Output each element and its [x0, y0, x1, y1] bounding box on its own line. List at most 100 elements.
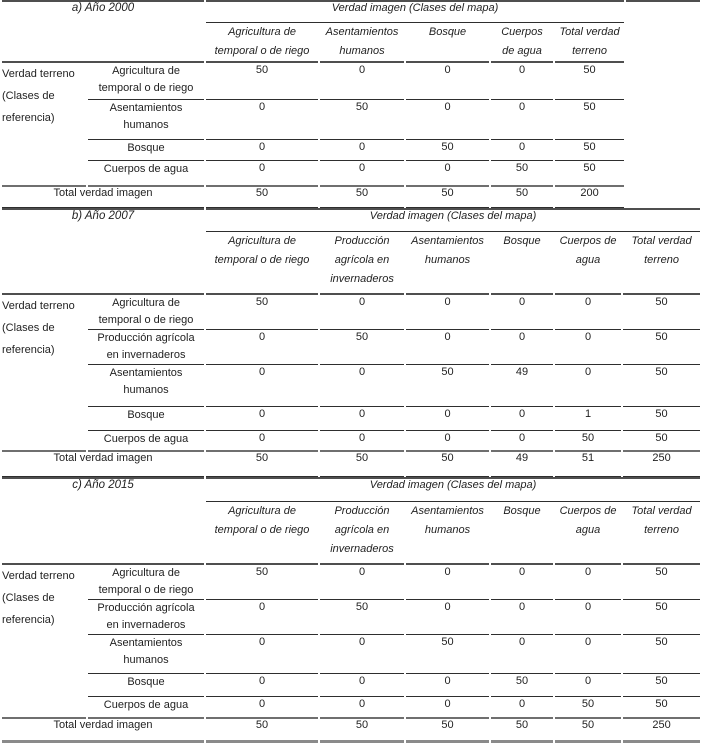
value-cell: 50 — [491, 674, 553, 697]
value-cell: 0 — [406, 295, 490, 330]
column-header: Asentamientos humanos — [320, 23, 405, 63]
value-cell: 0 — [406, 407, 490, 431]
total-row: Total verdad imagen 50 50 50 50 200 — [2, 187, 700, 208]
value-cell: 0 — [320, 635, 404, 674]
value-cell: 50 — [623, 330, 701, 365]
value-cell: 0 — [406, 161, 490, 187]
value-cell: 0 — [206, 674, 318, 697]
column-header: Bosque — [491, 502, 553, 565]
total-value-cell: 50 — [406, 719, 489, 743]
year-caption: b) Año 2007 — [2, 208, 205, 295]
header-row-classes: Agricultura de temporal o de riego Asentam… — [2, 23, 700, 63]
value-cell: 0 — [206, 330, 319, 365]
total-row: Total verdad imagen 50 50 50 49 51 250 — [2, 452, 701, 477]
value-cell: 0 — [206, 161, 319, 187]
total-value-cell: 50 — [206, 187, 319, 208]
value-cell: 50 — [555, 431, 622, 452]
value-cell: 0 — [555, 295, 622, 330]
value-cell: 1 — [555, 407, 622, 431]
row-label: Bosque — [88, 674, 204, 697]
year-caption: a) Año 2000 — [2, 0, 205, 63]
table-row: Bosque 0 0 0 0 1 50 — [2, 407, 701, 431]
value-cell: 0 — [555, 365, 622, 407]
table-row: Verdad terreno (Clases de referencia) Agric… — [2, 63, 700, 187]
column-header: Bosque — [491, 232, 554, 295]
total-value-cell: 50 — [206, 452, 319, 477]
value-cell: 50 — [623, 565, 701, 600]
table-row: Verdad terreno (Clases de referencia) Agric… — [2, 295, 701, 452]
column-header: Cuerpos de agua — [491, 23, 554, 63]
value-cell: 0 — [406, 565, 489, 600]
value-cell: 0 — [206, 431, 319, 452]
row-group-label: Verdad terreno (Clases de referencia) — [2, 63, 86, 187]
row-label: Asentamientos humanos — [88, 100, 205, 140]
value-cell: 0 — [491, 635, 553, 674]
column-header: Asentamientos humanos — [406, 232, 490, 295]
row-label: Cuerpos de agua — [88, 697, 204, 719]
value-cell: 50 — [555, 100, 625, 140]
total-value-cell: 50 — [491, 187, 554, 208]
value-cell: 0 — [320, 140, 405, 161]
value-cell: 0 — [555, 674, 621, 697]
value-cell: 50 — [206, 63, 319, 100]
table-row: Bosque 0 0 50 0 50 — [2, 140, 700, 161]
header-row-classes: Agricultura de temporal o de riego Producc… — [2, 232, 701, 295]
confusion-matrix-2015: c) Año 2015 Verdad imagen (Clases del map… — [0, 477, 702, 743]
row-label: Agricultura de temporal o de riego — [88, 565, 204, 600]
total-value-cell: 49 — [491, 452, 554, 477]
header-row-umbrella: b) Año 2007 Verdad imagen (Clases del map… — [2, 208, 701, 295]
value-cell: 49 — [491, 365, 554, 407]
total-value-cell: 50 — [491, 719, 553, 743]
total-value-cell: 250 — [623, 452, 701, 477]
value-cell: 50 — [406, 635, 489, 674]
value-cell: 50 — [623, 635, 701, 674]
column-header: Cuerpos de agua — [555, 502, 621, 565]
value-cell: 0 — [406, 63, 490, 100]
row-label: Asentamientos humanos — [88, 635, 204, 674]
value-cell: 50 — [555, 697, 621, 719]
value-cell: 0 — [491, 100, 554, 140]
total-row-label: Total verdad imagen — [2, 719, 204, 743]
value-cell: 0 — [320, 295, 405, 330]
table-row: Cuerpos de agua 0 0 0 50 50 — [2, 161, 700, 187]
total-value-cell: 200 — [555, 187, 625, 208]
column-header: Total verdad terreno — [555, 23, 625, 63]
value-cell: 0 — [491, 330, 554, 365]
total-value-cell: 50 — [320, 187, 405, 208]
value-cell: 0 — [206, 600, 318, 635]
column-header: Total verdad terreno — [623, 232, 701, 295]
confusion-matrix-2000-body: a) Año 2000 Verdad imagen (Clases del map… — [2, 0, 701, 208]
row-label: Producción agrícola en invernaderos — [88, 330, 205, 365]
total-value-cell: 51 — [555, 452, 622, 477]
value-cell: 50 — [555, 161, 625, 187]
confusion-matrix-2007: b) Año 2007 Verdad imagen (Clases del map… — [0, 208, 702, 477]
value-cell: 0 — [491, 697, 553, 719]
year-caption: c) Año 2015 — [2, 477, 204, 565]
value-cell: 50 — [623, 365, 701, 407]
header-row-umbrella: a) Año 2000 Verdad imagen (Clases del map… — [2, 0, 701, 63]
value-cell: 0 — [206, 407, 319, 431]
table-row: Producción agrícola en invernaderos 0 50 0 0 0… — [2, 330, 701, 365]
total-value-cell: 50 — [406, 187, 490, 208]
table-row: Asentamientos humanos 0 0 50 49 0 50 — [2, 365, 701, 407]
value-cell: 0 — [406, 600, 489, 635]
table-row: Asentamientos humanos 0 50 0 0 50 — [2, 100, 700, 140]
row-label: Agricultura de temporal o de riego — [88, 295, 205, 330]
total-value-cell: 50 — [206, 719, 318, 743]
value-cell: 50 — [406, 365, 490, 407]
table-row: Cuerpos de agua 0 0 0 0 50 50 — [2, 697, 701, 719]
table-row: Producción agrícola en invernaderos 0 50 0 0 0… — [2, 600, 701, 635]
umbrella-header: Verdad imagen (Clases del mapa) — [206, 0, 625, 23]
value-cell: 0 — [206, 140, 319, 161]
column-header: Asentamientos humanos — [406, 502, 489, 565]
row-label: Cuerpos de agua — [88, 431, 205, 452]
value-cell: 50 — [623, 431, 701, 452]
row-label: Bosque — [88, 407, 205, 431]
header-row-umbrella: c) Año 2015 Verdad imagen (Clases del map… — [2, 477, 701, 565]
value-cell: 0 — [491, 407, 554, 431]
value-cell: 0 — [555, 635, 621, 674]
value-cell: 50 — [206, 565, 318, 600]
value-cell: 50 — [320, 100, 405, 140]
value-cell: 0 — [491, 295, 554, 330]
